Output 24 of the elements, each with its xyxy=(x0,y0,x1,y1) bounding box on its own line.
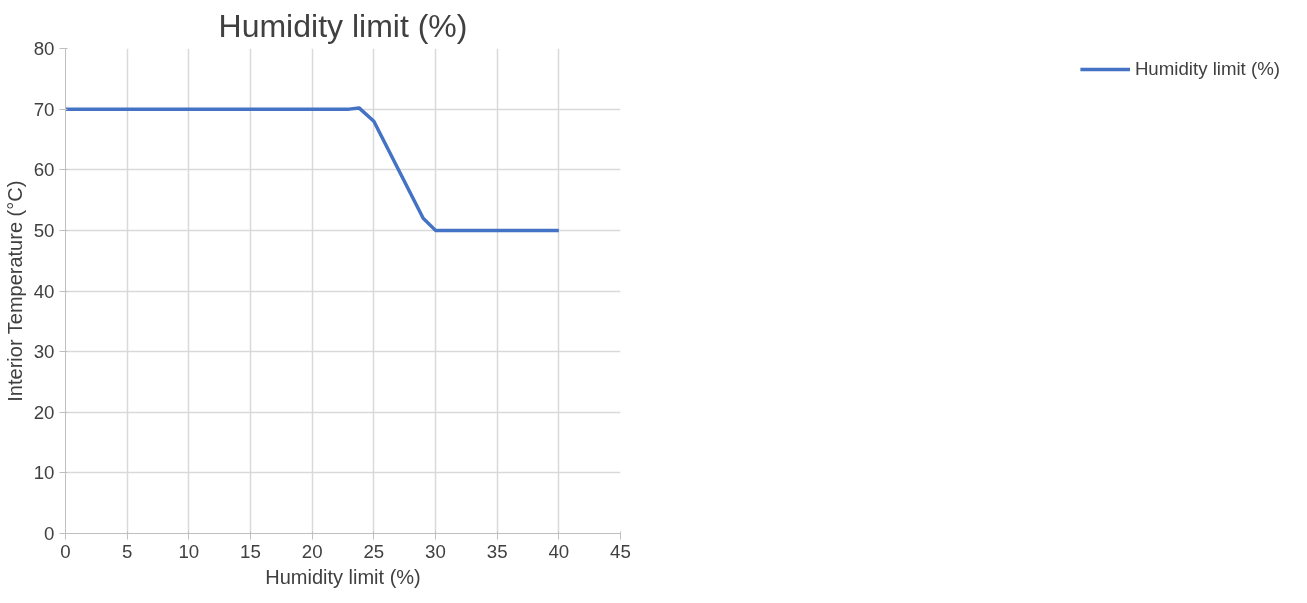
legend-label: Humidity limit (%) xyxy=(1134,58,1280,80)
y-tick-label: 0 xyxy=(44,523,55,544)
y-tick-label: 20 xyxy=(33,401,55,423)
y-tick-label: 80 xyxy=(33,38,55,59)
x-tick-label: 35 xyxy=(486,540,508,562)
x-tick-label: 45 xyxy=(610,540,631,562)
x-axis-title: Humidity limit (%) xyxy=(265,565,421,588)
x-tick-label: 10 xyxy=(178,540,200,562)
y-tick-label: 10 xyxy=(33,462,55,484)
x-tick-label: 20 xyxy=(301,540,323,562)
chart-title: Humidity limit (%) xyxy=(218,7,468,44)
line-series xyxy=(65,106,561,233)
x-tick-label: 40 xyxy=(548,540,570,562)
x-tick-label: 0 xyxy=(60,540,71,562)
x-tick-label: 5 xyxy=(121,540,133,562)
y-tick-label: 40 xyxy=(33,280,55,302)
x-tick-label: 25 xyxy=(363,540,385,562)
y-tick-label: 60 xyxy=(33,159,55,181)
x-tick-label: 30 xyxy=(425,540,446,562)
y-tick-label: 70 xyxy=(33,98,55,120)
y-tick-label: 50 xyxy=(33,219,55,241)
y-axis-title: Interior Temperature (°C) xyxy=(3,180,26,402)
y-tick-label: 30 xyxy=(33,341,55,363)
x-tick-label: 15 xyxy=(240,540,261,562)
